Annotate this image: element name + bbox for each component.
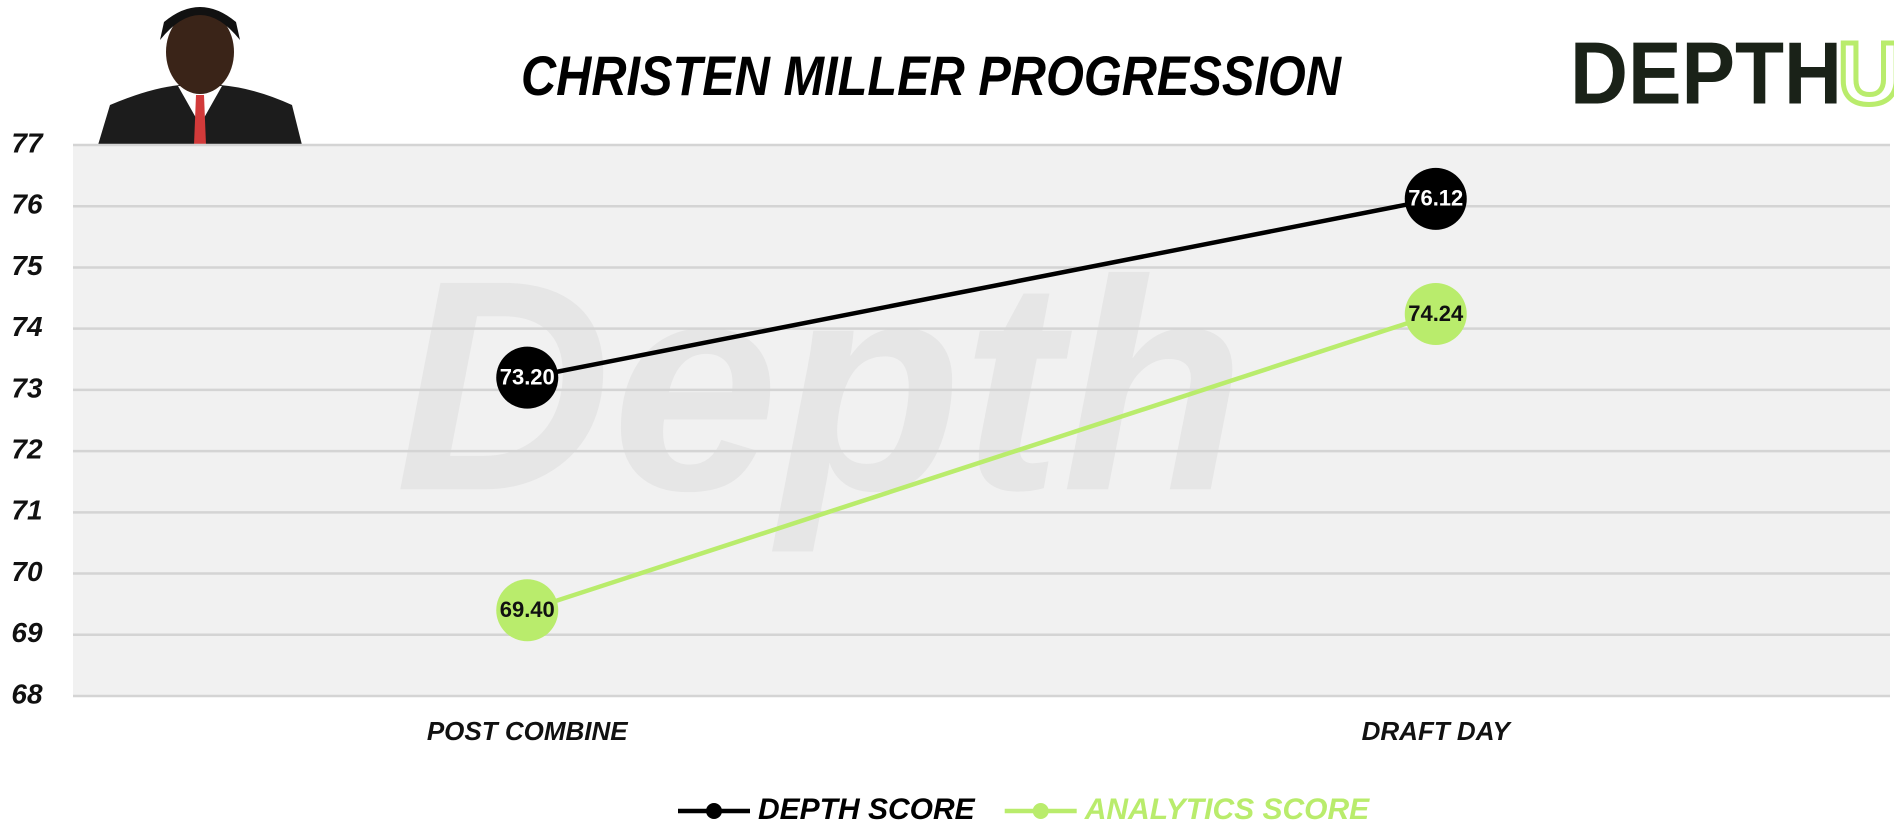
data-label: 74.24 bbox=[1408, 301, 1464, 326]
logo-text: U bbox=[1838, 23, 1894, 122]
y-tick-label: 71 bbox=[11, 495, 42, 526]
legend-swatch bbox=[706, 803, 722, 819]
data-point bbox=[496, 579, 559, 642]
plot-area bbox=[73, 145, 1890, 696]
data-point bbox=[1404, 167, 1467, 230]
data-label: 76.12 bbox=[1408, 186, 1463, 211]
logo-text: DEPTH bbox=[1570, 23, 1842, 122]
y-tick-label: 69 bbox=[11, 617, 43, 648]
series-line bbox=[526, 196, 1437, 380]
legend-label: ANALYTICS SCORE bbox=[1084, 793, 1370, 826]
y-tick-label: 77 bbox=[11, 127, 44, 158]
x-tick-label: DRAFT DAY bbox=[1362, 716, 1513, 746]
data-point bbox=[1404, 282, 1467, 345]
series-line bbox=[526, 311, 1437, 613]
y-tick-label: 72 bbox=[11, 434, 43, 465]
y-tick-label: 73 bbox=[11, 372, 43, 403]
y-tick-label: 70 bbox=[11, 556, 43, 587]
legend-label: DEPTH SCORE bbox=[758, 793, 976, 826]
player-photo bbox=[98, 0, 302, 145]
chart-title: CHRISTEN MILLER PROGRESSION bbox=[521, 44, 1342, 107]
data-label: 69.40 bbox=[500, 597, 555, 622]
y-tick-label: 68 bbox=[11, 678, 43, 709]
y-tick-label: 74 bbox=[11, 311, 43, 342]
y-tick-label: 76 bbox=[11, 189, 43, 220]
x-tick-label: POST COMBINE bbox=[427, 716, 628, 746]
legend-swatch bbox=[1032, 803, 1049, 819]
data-point bbox=[496, 346, 559, 409]
data-label: 73.20 bbox=[500, 364, 555, 389]
y-tick-label: 75 bbox=[11, 250, 43, 281]
